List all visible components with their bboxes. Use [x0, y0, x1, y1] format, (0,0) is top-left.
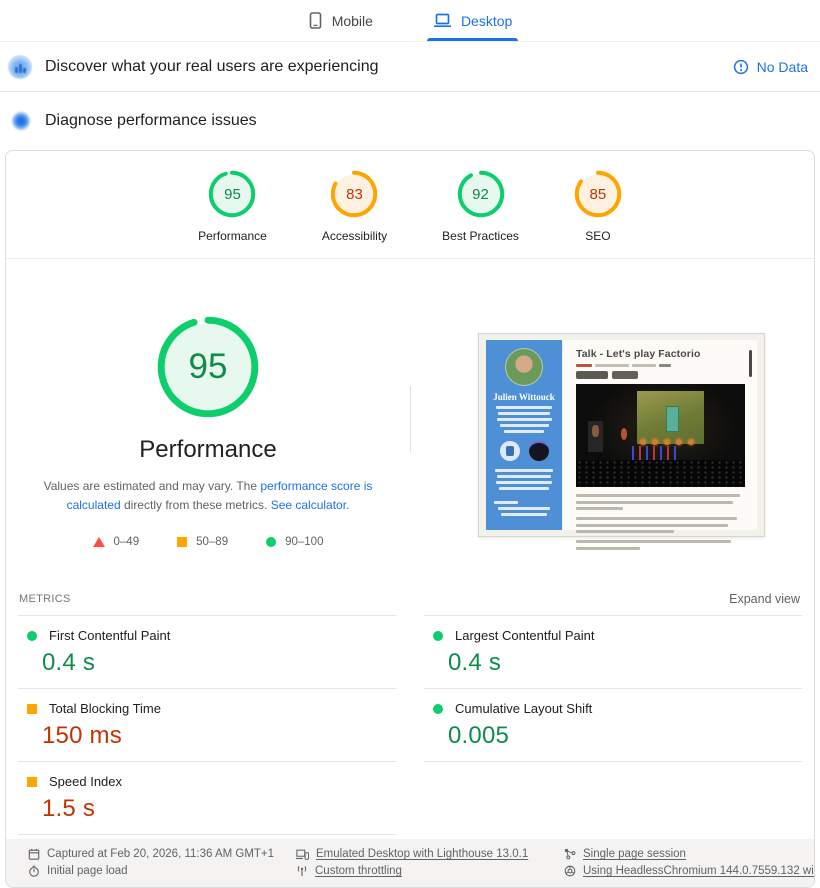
pass-circle-icon — [266, 537, 277, 548]
browser-info[interactable]: Using HeadlessChromium 144.0.7559.132 wi… — [564, 865, 814, 877]
gauge-seo[interactable]: 85 SEO — [574, 170, 622, 243]
mobile-phone-icon — [309, 12, 321, 29]
thumb-author: Julien Wittouck — [493, 392, 555, 402]
thumb-conference-photo — [576, 384, 745, 487]
page-screenshot-thumbnail[interactable]: Julien Wittouck — [478, 333, 765, 550]
thumb-sidebar: Julien Wittouck — [486, 340, 562, 530]
lighthouse-icon — [12, 112, 30, 130]
panel-divider — [410, 386, 411, 452]
metrics-grid: First Contentful Paint 0.4 s Total Block… — [6, 615, 814, 835]
emulated-device[interactable]: Emulated Desktop with Lighthouse 13.0.1 — [296, 848, 564, 860]
gauge-score: 95 — [224, 185, 241, 203]
metric-status-icon — [433, 630, 443, 641]
performance-summary: 95 Performance Values are estimated and … — [6, 259, 814, 577]
throttling-antenna-icon — [297, 866, 307, 877]
metric-speed-index: Speed Index 1.5 s — [18, 762, 396, 835]
category-gauge-strip: 95 Performance 83 Accessibility — [6, 151, 814, 259]
metrics-column-right: Largest Contentful Paint 0.4 s Cumulativ… — [424, 615, 802, 835]
metric-total-blocking-time: Total Blocking Time 150 ms — [18, 689, 396, 762]
no-data-indicator[interactable]: No Data — [733, 59, 810, 75]
session-nodes-icon — [564, 848, 576, 860]
session-type: Initial page load — [28, 865, 296, 877]
gauge-label: SEO — [585, 229, 611, 243]
gauge-best-practices[interactable]: 92 Best Practices — [442, 170, 519, 243]
emulated-device-icon — [296, 849, 309, 860]
thumb-scrollbar — [749, 350, 752, 377]
real-users-icon — [8, 54, 32, 79]
legend-fail: 0–49 — [92, 536, 139, 548]
thumb-avatar — [505, 348, 543, 386]
gauge-score: 92 — [472, 185, 489, 203]
lab-data-section-header: Diagnose performance issues — [0, 92, 820, 150]
metric-value: 0.005 — [448, 722, 510, 749]
device-tabbar: Mobile Desktop — [0, 0, 820, 42]
thumb-tags — [576, 371, 745, 379]
gauge-accessibility[interactable]: 83 Accessibility — [322, 170, 387, 243]
active-tab-indicator — [426, 38, 519, 41]
capture-info-footer: Captured at Feb 20, 2026, 11:36 AM GMT+1… — [6, 839, 814, 887]
performance-section-title: Performance — [139, 436, 277, 463]
main-gauge-score: 95 — [188, 347, 228, 386]
screenshot-panel: Julien Wittouck — [410, 259, 814, 577]
metric-status-icon — [433, 703, 443, 714]
info-icon — [733, 59, 748, 74]
gauge-performance[interactable]: 95 Performance — [198, 170, 267, 243]
metric-status-icon — [27, 703, 37, 714]
thumb-paragraph — [576, 517, 745, 533]
gauge-label: Performance — [198, 229, 267, 243]
metric-largest-contentful-paint: Largest Contentful Paint 0.4 s — [424, 616, 802, 689]
calendar-icon — [28, 848, 40, 860]
metrics-header: METRICS Expand view — [6, 577, 814, 615]
captured-at: Captured at Feb 20, 2026, 11:36 AM GMT+1 — [28, 848, 296, 860]
gauge-label: Accessibility — [321, 229, 388, 243]
page-session[interactable]: Single page session — [564, 848, 814, 860]
gauge-label: Best Practices — [442, 229, 519, 243]
metrics-label: METRICS — [19, 593, 71, 605]
fail-triangle-icon — [92, 537, 105, 548]
performance-gauge-panel: 95 Performance Values are estimated and … — [6, 259, 410, 577]
diagnose-title: Diagnose performance issues — [45, 112, 257, 129]
metric-value: 150 ms — [42, 722, 122, 749]
gauge-score: 83 — [346, 185, 363, 203]
expand-view-button[interactable]: Expand view — [729, 592, 800, 606]
legend-pass: 90–100 — [266, 536, 323, 548]
field-data-section-header: Discover what your real users are experi… — [0, 42, 820, 92]
tab-desktop[interactable]: Desktop — [426, 0, 519, 41]
thumb-paragraph — [576, 540, 745, 550]
thumb-content: Talk - Let's play Factorio — [563, 340, 757, 550]
thumb-badges — [499, 441, 549, 462]
desktop-laptop-icon — [433, 13, 451, 28]
thumb-page-title: Talk - Let's play Factorio — [576, 348, 701, 360]
tab-desktop-label: Desktop — [460, 12, 513, 29]
metric-status-icon — [27, 630, 37, 641]
see-calculator-link[interactable]: See calculator. — [270, 498, 350, 513]
metric-status-icon — [27, 776, 37, 787]
thumb-meta-line — [576, 364, 745, 367]
stopwatch-icon — [29, 865, 39, 877]
metric-cumulative-layout-shift: Cumulative Layout Shift 0.005 — [424, 689, 802, 762]
discover-title: Discover what your real users are experi… — [45, 57, 379, 75]
tab-mobile[interactable]: Mobile — [302, 0, 379, 41]
metric-value: 1.5 s — [42, 795, 96, 822]
score-disclaimer: Values are estimated and may vary. The p… — [43, 479, 373, 513]
metric-first-contentful-paint: First Contentful Paint 0.4 s — [18, 616, 396, 689]
average-square-icon — [177, 537, 188, 548]
main-performance-gauge: 95 — [156, 315, 260, 419]
gauge-score: 85 — [589, 185, 607, 203]
score-calc-link[interactable]: performance score is calculated — [66, 479, 373, 513]
thumb-paragraph — [576, 494, 745, 510]
metric-value: 0.4 s — [448, 649, 502, 676]
tab-mobile-label: Mobile — [331, 12, 373, 29]
metric-value: 0.4 s — [42, 649, 96, 676]
score-legend: 0–49 50–89 90–100 — [92, 536, 323, 548]
legend-average: 50–89 — [177, 536, 228, 548]
throttling[interactable]: Custom throttling — [296, 865, 564, 877]
metrics-column-left: First Contentful Paint 0.4 s Total Block… — [18, 615, 396, 835]
no-data-label: No Data — [756, 58, 808, 75]
chromium-icon — [564, 865, 576, 877]
lighthouse-report-card: 95 Performance 83 Accessibility — [5, 150, 815, 888]
